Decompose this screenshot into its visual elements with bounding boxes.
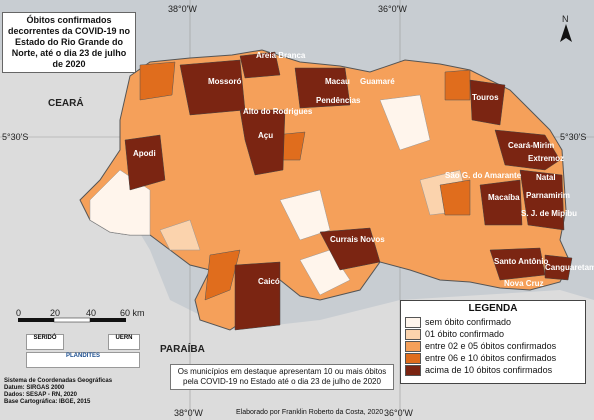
legend-label-3: entre 06 e 10 óbitos confirmados — [425, 353, 557, 363]
scale-label-40: 40 — [86, 308, 96, 318]
meta-line-1: Datum: SIRGAS 2000 — [4, 385, 65, 391]
muni-dark-touros — [469, 79, 506, 126]
map-credit: Elaborado por Franklin Roberto da Costa,… — [236, 409, 384, 416]
map-title: Óbitos confirmados decorrentes da COVID-… — [2, 12, 136, 73]
muni-dark-areia-branca — [239, 51, 281, 79]
scale-label-20: 20 — [50, 308, 60, 318]
muni-dark-ceara-mirim — [494, 129, 561, 171]
region-paraiba: PARAÍBA — [160, 342, 205, 355]
city-canguaretama: Canguaretama — [545, 263, 594, 272]
logo-uern: UERN — [108, 334, 140, 350]
north-label: N — [562, 14, 569, 24]
scale-label-60: 60 km — [120, 308, 145, 318]
meta-line-0: Sistema de Coordenadas Geográficas — [4, 378, 113, 384]
muni-01-w — [159, 219, 201, 251]
muni-light-n1 — [379, 94, 431, 151]
logo-serido: SERIDÓ — [26, 334, 64, 350]
city-apodi: Apodi — [133, 149, 156, 158]
legend-swatch-2 — [405, 340, 421, 352]
legend-swatch-1 — [405, 328, 421, 340]
city-pendencias: Pendências — [316, 96, 361, 105]
muni-light-c1 — [279, 189, 331, 241]
city-areia-branca: Areia Branca — [256, 51, 306, 60]
muni-dark-currais-novos — [319, 227, 381, 271]
scale-seg-3 — [90, 318, 126, 322]
muni-dark-apodi — [124, 134, 166, 191]
coord-lon-left-bottom: 38°0'W — [174, 408, 203, 418]
coord-lat-right: 5°30'S — [560, 132, 586, 142]
map-metadata: Sistema de Coordenadas Geográficas Datum… — [4, 378, 112, 406]
city-macau: Macau — [325, 77, 350, 86]
city-ceara-mirim: Ceará-Mirim — [508, 141, 554, 150]
legend-item-2: entre 02 e 05 óbitos confirmados — [405, 340, 585, 352]
coord-lon-right-bottom: 36°0'W — [384, 408, 413, 418]
city-alto-do-rodrigues: Alto do Rodrigues — [243, 107, 313, 116]
muni-dark-macaiba — [479, 179, 523, 226]
city-extremoz: Extremoz — [528, 154, 564, 163]
scale-seg-2 — [53, 317, 91, 323]
legend-swatch-0 — [405, 316, 421, 328]
legend-label-1: 01 óbito confirmado — [425, 329, 505, 339]
legend-swatch-4 — [405, 364, 421, 376]
muni-dark-natal — [519, 169, 565, 231]
city-nova-cruz: Nova Cruz — [504, 279, 544, 288]
muni-dark-caico — [234, 261, 281, 331]
legend-label-4: acima de 10 óbitos confirmados — [425, 365, 553, 375]
region-ceara: CEARÁ — [48, 96, 84, 109]
coord-lon-right: 36°0'W — [378, 4, 407, 14]
coord-lon-left: 38°0'W — [168, 4, 197, 14]
logo-plandites: PLANDITES — [26, 352, 140, 368]
legend-item-3: entre 06 e 10 óbitos confirmados — [405, 352, 585, 364]
meta-line-3: Base Cartográfica: IBGE, 2015 — [4, 399, 91, 405]
city-natal: Natal — [536, 173, 556, 182]
muni-06-ne — [444, 69, 471, 101]
city-macaiba: Macaíba — [488, 193, 520, 202]
muni-dark-canguaretama — [544, 254, 573, 281]
muni-dark-macau — [294, 67, 351, 109]
city-sj-mipibu: S. J. de Mipibu — [521, 209, 577, 218]
city-touros: Touros — [472, 93, 499, 102]
legend-item-0: sem óbito confirmado — [405, 316, 585, 328]
city-acu: Açu — [258, 131, 273, 140]
city-mossoro: Mossoró — [208, 77, 241, 86]
city-caico: Caicó — [258, 277, 280, 286]
legend-label-2: entre 02 e 05 óbitos confirmados — [425, 341, 557, 351]
muni-dark-acu — [239, 109, 286, 176]
city-guamare: Guamaré — [360, 77, 395, 86]
city-parnamirim: Parnamirim — [526, 191, 570, 200]
legend-item-1: 01 óbito confirmado — [405, 328, 585, 340]
muni-dark-mossoro — [179, 59, 246, 116]
city-santo-antonio: Santo Antônio — [494, 257, 548, 266]
legend: LEGENDA sem óbito confirmado 01 óbito co… — [400, 300, 586, 384]
scale-seg-1 — [18, 318, 54, 322]
coord-lat-left: 5°30'S — [2, 132, 28, 142]
legend-item-4: acima de 10 óbitos confirmados — [405, 364, 585, 376]
north-arrow-icon — [560, 24, 572, 42]
city-currais-novos: Currais Novos — [330, 235, 385, 244]
scale-label-0: 0 — [16, 308, 21, 318]
meta-line-2: Dados: SESAP - RN, 2020 — [4, 392, 77, 398]
legend-label-0: sem óbito confirmado — [425, 317, 512, 327]
muni-06-nw — [139, 61, 176, 101]
legend-title: LEGENDA — [468, 303, 518, 314]
muni-06-sw — [204, 249, 241, 301]
city-sao-goncalo: São G. do Amarante — [445, 171, 522, 180]
legend-swatch-3 — [405, 352, 421, 364]
highlight-note: Os municípios em destaque apresentam 10 … — [170, 364, 394, 390]
muni-06-e — [439, 179, 471, 216]
